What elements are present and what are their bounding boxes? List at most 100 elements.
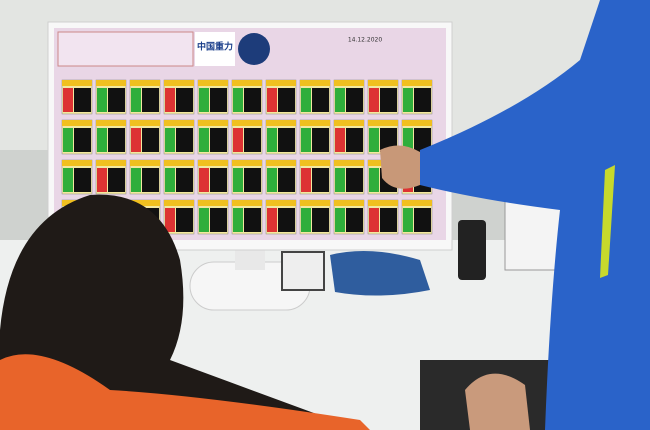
tile-status: [199, 168, 209, 192]
towel: [330, 251, 430, 296]
tile-status: [403, 128, 413, 152]
tile-values: [346, 208, 363, 232]
tile-header: [96, 160, 126, 166]
tile-status: [165, 168, 175, 192]
tile-header: [62, 160, 92, 166]
tile-header: [96, 80, 126, 86]
tile-header: [300, 120, 330, 126]
tile-values: [244, 128, 261, 152]
tile-status: [97, 128, 107, 152]
tile-status: [131, 128, 141, 152]
tile-header: [96, 120, 126, 126]
tile-header: [334, 120, 364, 126]
date: 14.12.2020: [348, 37, 383, 44]
tile-header: [266, 200, 296, 206]
tile-values: [244, 208, 261, 232]
tile-status: [233, 128, 243, 152]
tile-values: [210, 88, 227, 112]
tile-values: [278, 168, 295, 192]
tile-header: [198, 200, 228, 206]
tile-values: [414, 128, 431, 152]
tile-header: [334, 160, 364, 166]
tile-values: [142, 128, 159, 152]
tile-values: [278, 128, 295, 152]
person-jacket: [420, 0, 650, 430]
tile-status: [97, 88, 107, 112]
tile-status: [335, 168, 345, 192]
tile-status: [199, 88, 209, 112]
tile-header: [62, 80, 92, 86]
tile-header: [266, 160, 296, 166]
tile-status: [301, 128, 311, 152]
tile-header: [232, 120, 262, 126]
tile-values: [108, 168, 125, 192]
tile-header: [130, 120, 160, 126]
hand: [465, 373, 530, 430]
tile-status: [233, 208, 243, 232]
tile-values: [312, 128, 329, 152]
tile-values: [380, 208, 397, 232]
tile-status: [97, 168, 107, 192]
tile-header: [300, 160, 330, 166]
tile-header: [198, 80, 228, 86]
tile-status: [335, 88, 345, 112]
tile-status: [165, 208, 175, 232]
tile-values: [312, 88, 329, 112]
tile-values: [244, 88, 261, 112]
tile-values: [414, 208, 431, 232]
tile-status: [63, 88, 73, 112]
tile-values: [176, 168, 193, 192]
tile-values: [74, 168, 91, 192]
tile-header: [368, 200, 398, 206]
tile-values: [176, 128, 193, 152]
tile-values: [380, 88, 397, 112]
tile-header: [164, 160, 194, 166]
tile-values: [74, 88, 91, 112]
tile-header: [198, 160, 228, 166]
tile-status: [301, 208, 311, 232]
tile-header: [402, 120, 432, 126]
tile-header: [130, 160, 160, 166]
tile-values: [210, 208, 227, 232]
tile-status: [233, 88, 243, 112]
tile-values: [74, 128, 91, 152]
tile-values: [346, 128, 363, 152]
tile-values: [108, 128, 125, 152]
tile-values: [142, 88, 159, 112]
tile-status: [131, 88, 141, 112]
tile-status: [63, 168, 73, 192]
tile-values: [210, 128, 227, 152]
tile-status: [403, 208, 413, 232]
tile-header: [368, 120, 398, 126]
tile-values: [176, 88, 193, 112]
tile-status: [335, 208, 345, 232]
tile-status: [335, 128, 345, 152]
tile-header: [232, 80, 262, 86]
tile-status: [199, 208, 209, 232]
tile-status: [267, 128, 277, 152]
calendar: [504, 199, 566, 271]
tile-header: [402, 80, 432, 86]
tile-status: [369, 208, 379, 232]
person-head: [0, 194, 360, 430]
tile-header: [266, 120, 296, 126]
pointing-hand: [380, 145, 420, 189]
tile-status: [63, 128, 73, 152]
tile-status: [233, 168, 243, 192]
tile-values: [278, 88, 295, 112]
tile-status: [301, 88, 311, 112]
tile-status: [131, 168, 141, 192]
tile-header: [368, 80, 398, 86]
logo: 中国重力: [197, 41, 233, 53]
tile-status: [403, 88, 413, 112]
tile-header: [198, 120, 228, 126]
tile-header: [300, 200, 330, 206]
tile-header: [130, 80, 160, 86]
tile-status: [369, 128, 379, 152]
tile-header: [164, 120, 194, 126]
radio: [458, 220, 486, 280]
tile-status: [267, 88, 277, 112]
tile-header: [334, 200, 364, 206]
tile-header: [62, 120, 92, 126]
